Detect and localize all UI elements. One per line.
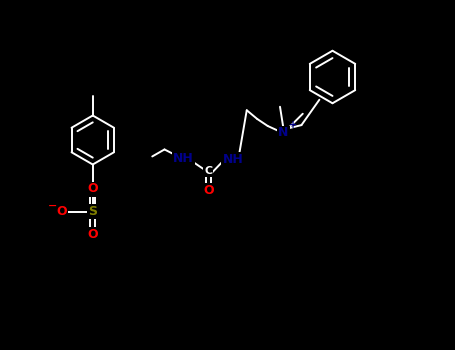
Text: S: S bbox=[88, 205, 97, 218]
Text: O: O bbox=[56, 205, 66, 218]
Text: O: O bbox=[87, 182, 98, 196]
Text: +: + bbox=[289, 120, 298, 130]
Text: NH: NH bbox=[222, 153, 243, 166]
Text: O: O bbox=[87, 228, 98, 241]
Text: C: C bbox=[204, 167, 212, 176]
Text: NH: NH bbox=[173, 152, 194, 165]
Text: O: O bbox=[203, 184, 213, 197]
Text: N: N bbox=[278, 126, 288, 140]
Text: −: − bbox=[48, 201, 57, 210]
